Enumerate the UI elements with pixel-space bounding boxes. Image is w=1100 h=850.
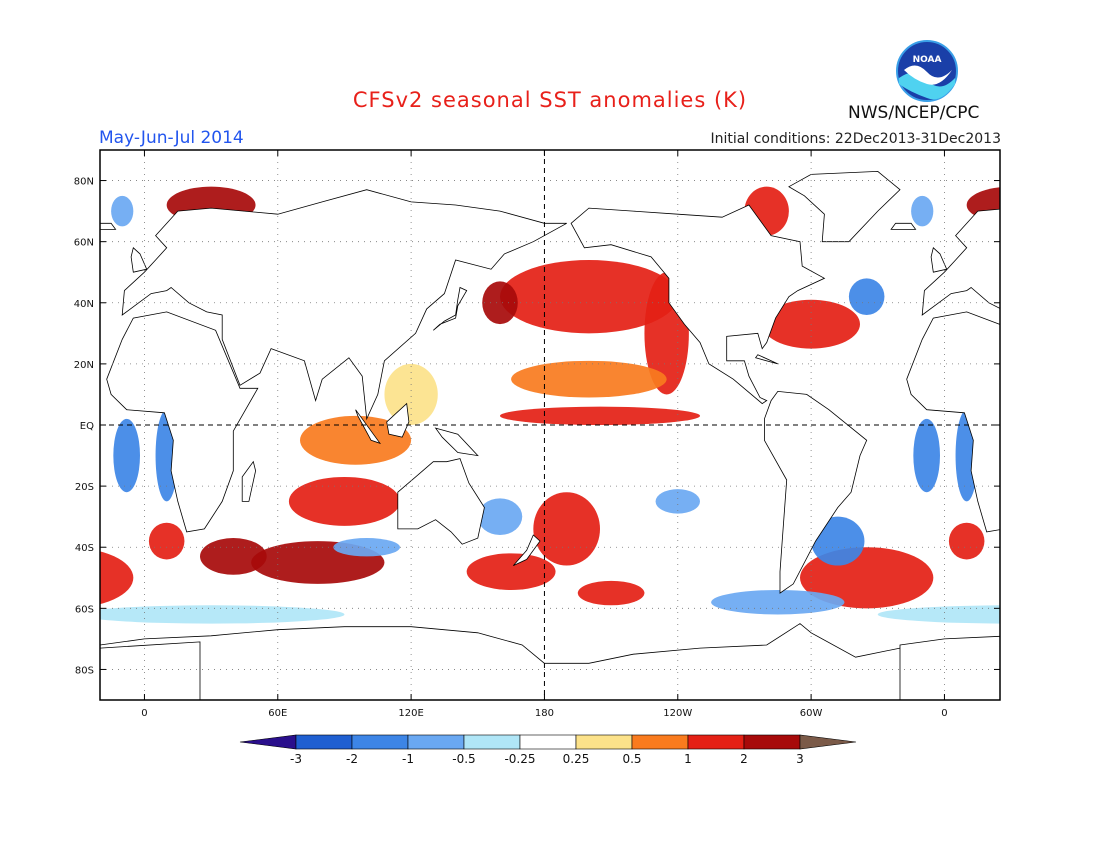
borneo-landmass bbox=[386, 402, 410, 438]
anomaly-region-22 bbox=[711, 590, 845, 615]
colorbar-label: 1 bbox=[684, 752, 692, 766]
colorbar-swatch bbox=[519, 734, 577, 750]
colorbar-low-extend bbox=[239, 734, 297, 750]
logo-text: NOAA bbox=[913, 55, 942, 65]
lon-tick-label: 0 bbox=[941, 708, 947, 719]
colorbar-swatch bbox=[743, 734, 801, 750]
anomaly-region-20 bbox=[113, 418, 140, 493]
lon-tick-label: 180 bbox=[535, 708, 554, 719]
colorbar-swatch bbox=[575, 734, 633, 750]
cuba-landmass bbox=[754, 354, 778, 365]
anomaly-region-7 bbox=[200, 538, 267, 575]
australia-landmass bbox=[397, 458, 485, 545]
lon-tick-label: 120E bbox=[398, 708, 423, 719]
lon-tick-label: 60W bbox=[800, 708, 823, 719]
anomaly-region-12 bbox=[300, 415, 412, 465]
lon-tick-label: 0 bbox=[141, 708, 147, 719]
iceland-landmass bbox=[100, 222, 117, 230]
anomaly-region-11 bbox=[577, 580, 645, 606]
anomaly-region-21 bbox=[655, 489, 700, 514]
colorbar-high-extend bbox=[799, 734, 857, 750]
anomaly-region-8 bbox=[533, 492, 601, 566]
axis-ticks: 80N 60N 40N 20N EQ 20S 40S 60S 80S 0 60E 120E 180 120… bbox=[74, 150, 1000, 719]
colorbar-label: 0.25 bbox=[563, 752, 590, 766]
lat-tick-label: 80S bbox=[75, 665, 94, 676]
noaa-logo: NOAA bbox=[896, 40, 958, 102]
colorbar-label: -3 bbox=[290, 752, 302, 766]
colorbar-label: -2 bbox=[346, 752, 358, 766]
africa-landmass bbox=[906, 311, 1000, 533]
uk-landmass bbox=[130, 247, 148, 273]
lat-tick-label: 80N bbox=[74, 177, 94, 188]
colorbar-swatch bbox=[351, 734, 409, 750]
anomaly-region-25 bbox=[477, 498, 523, 535]
iceland-landmass bbox=[890, 222, 917, 230]
chart-title: CFSv2 seasonal SST anomalies (K) bbox=[352, 88, 748, 112]
antarctica-landmass bbox=[899, 635, 1000, 700]
lat-tick-label: 40N bbox=[74, 299, 94, 310]
lat-tick-label: 40S bbox=[75, 543, 94, 554]
colorbar-label: -1 bbox=[402, 752, 414, 766]
colorbar-swatch bbox=[631, 734, 689, 750]
anomaly-region-24 bbox=[877, 605, 1000, 624]
lat-tick-label: 60N bbox=[74, 238, 94, 249]
anomaly-region-16 bbox=[148, 522, 185, 560]
anomaly-region-13 bbox=[511, 360, 667, 398]
anomaly-region-14 bbox=[100, 551, 134, 605]
sumatra-landmass bbox=[355, 409, 382, 445]
anomaly-region-4 bbox=[482, 281, 518, 325]
anomaly-region-7 bbox=[1000, 538, 1067, 575]
colorbar-label: -0.5 bbox=[452, 752, 475, 766]
organization-label: NWS/NCEP/CPC bbox=[848, 103, 980, 123]
japan-landmass bbox=[433, 286, 468, 331]
greenland-landmass bbox=[788, 170, 901, 243]
antarctica-landmass bbox=[100, 641, 201, 700]
eurasia-landmass bbox=[921, 208, 1000, 316]
eurasia-landmass bbox=[121, 189, 567, 421]
colorbar-swatch bbox=[463, 734, 521, 750]
anomaly-region-17 bbox=[848, 278, 885, 315]
grid-lines bbox=[100, 150, 1000, 700]
anomaly-region-24 bbox=[100, 605, 345, 624]
colorbar-label: 0.5 bbox=[622, 752, 641, 766]
colorbar: -3 -2 -1 -0.5 -0.25 0.25 0.5 1 2 3 bbox=[239, 734, 857, 766]
colorbar-swatch bbox=[687, 734, 745, 750]
lon-tick-label: 60E bbox=[268, 708, 287, 719]
anomaly-region-18 bbox=[811, 516, 865, 566]
colorbar-label: 3 bbox=[796, 752, 804, 766]
south-america-landmass bbox=[764, 390, 868, 594]
anomaly-region-16 bbox=[948, 522, 985, 560]
anomaly-region-10 bbox=[466, 553, 556, 591]
colorbar-swatch bbox=[407, 734, 465, 750]
anomaly-region-9 bbox=[288, 476, 401, 526]
initial-conditions: Initial conditions: 22Dec2013-31Dec2013 bbox=[710, 131, 1002, 147]
lat-tick-label: EQ bbox=[80, 421, 94, 432]
new-zealand-landmass bbox=[512, 534, 541, 566]
lat-tick-label: 20N bbox=[74, 360, 94, 371]
anomaly-region-27 bbox=[384, 363, 438, 426]
north-america-landmass bbox=[570, 204, 826, 405]
anomaly-region-26 bbox=[111, 195, 134, 227]
colorbar-swatch bbox=[295, 734, 353, 750]
anomaly-region-20 bbox=[913, 418, 941, 493]
madagascar-landmass bbox=[241, 460, 257, 502]
lat-tick-label: 60S bbox=[75, 604, 94, 615]
anomaly-region-26 bbox=[911, 195, 934, 227]
lat-tick-label: 20S bbox=[75, 482, 94, 493]
anomaly-region-2 bbox=[500, 406, 700, 426]
uk-landmass bbox=[930, 247, 948, 273]
forecast-period: May-Jun-Jul 2014 bbox=[99, 128, 244, 148]
colorbar-label: 2 bbox=[740, 752, 748, 766]
antarctica-landmass bbox=[100, 623, 1000, 700]
new-guinea-landmass bbox=[434, 427, 479, 457]
anomaly-region-23 bbox=[333, 538, 400, 557]
lon-tick-label: 120W bbox=[663, 708, 692, 719]
colorbar-label: -0.25 bbox=[504, 752, 535, 766]
